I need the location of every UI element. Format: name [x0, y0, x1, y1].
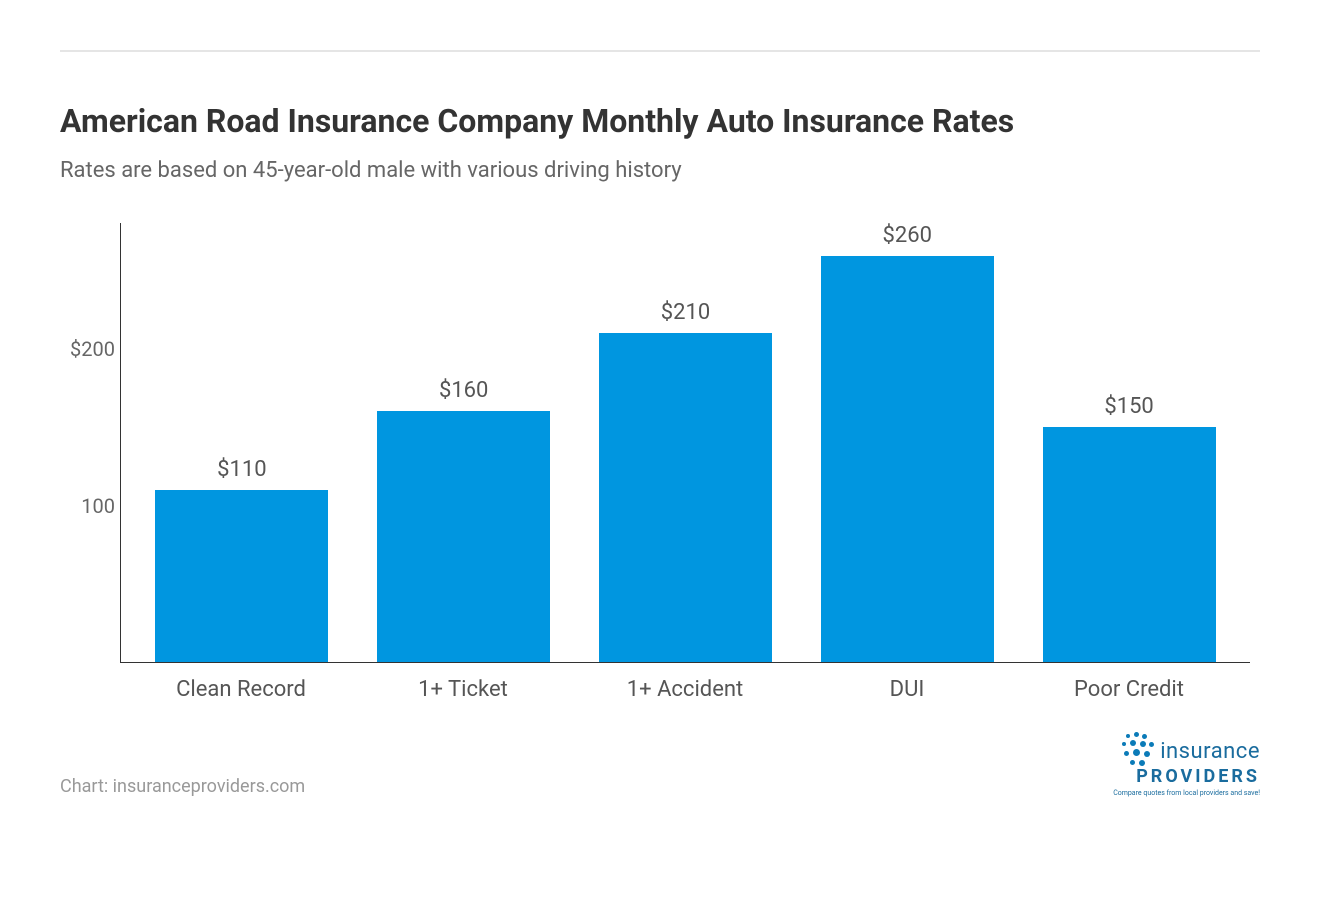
bar-value-label: $260	[883, 223, 932, 248]
bar-slot: $110	[131, 223, 353, 662]
bar-value-label: $150	[1104, 394, 1153, 419]
bar	[821, 256, 994, 662]
logo-tagline: Compare quotes from local providers and …	[1113, 789, 1260, 797]
logo-main-row: insurance	[1113, 732, 1260, 770]
x-axis-label: Poor Credit	[1018, 677, 1240, 702]
bar-value-label: $110	[217, 457, 266, 482]
y-axis: 100 $200	[60, 223, 115, 663]
bar	[599, 333, 772, 662]
chart-credit: Chart: insuranceproviders.com	[60, 776, 305, 797]
x-axis-label: DUI	[796, 677, 1018, 702]
y-tick-label: $200	[60, 337, 115, 361]
chart-footer: Chart: insuranceproviders.com	[60, 732, 1260, 797]
bar-value-label: $210	[661, 300, 710, 325]
bar	[1043, 427, 1216, 662]
y-tick-label: 100	[60, 494, 115, 518]
x-axis-label: 1+ Accident	[574, 677, 796, 702]
bar	[377, 411, 550, 662]
x-axis-label: 1+ Ticket	[352, 677, 574, 702]
chart-subtitle: Rates are based on 45-year-old male with…	[60, 158, 1260, 183]
bar-slot: $150	[1018, 223, 1240, 662]
logo-text-insurance: insurance	[1160, 739, 1260, 764]
bar-slot: $260	[796, 223, 1018, 662]
chart-title: American Road Insurance Company Monthly …	[60, 102, 1260, 140]
bar	[155, 490, 328, 662]
bar-value-label: $160	[439, 378, 488, 403]
x-axis-label: Clean Record	[130, 677, 352, 702]
brand-logo: insurance PROVIDERS Compare quotes from …	[1113, 732, 1260, 797]
logo-dots-icon	[1120, 732, 1158, 770]
plot-region: $110 $160 $210 $260 $150	[120, 223, 1250, 663]
chart-container: American Road Insurance Company Monthly …	[0, 0, 1320, 837]
chart-plot-area: 100$200 $110$160$210$260$150	[120, 223, 1250, 663]
bar-slot: $210	[575, 223, 797, 662]
top-divider	[60, 50, 1260, 52]
x-axis-labels: Clean Record1+ Ticket1+ AccidentDUIPoor …	[120, 663, 1250, 702]
bar-slot: $160	[353, 223, 575, 662]
